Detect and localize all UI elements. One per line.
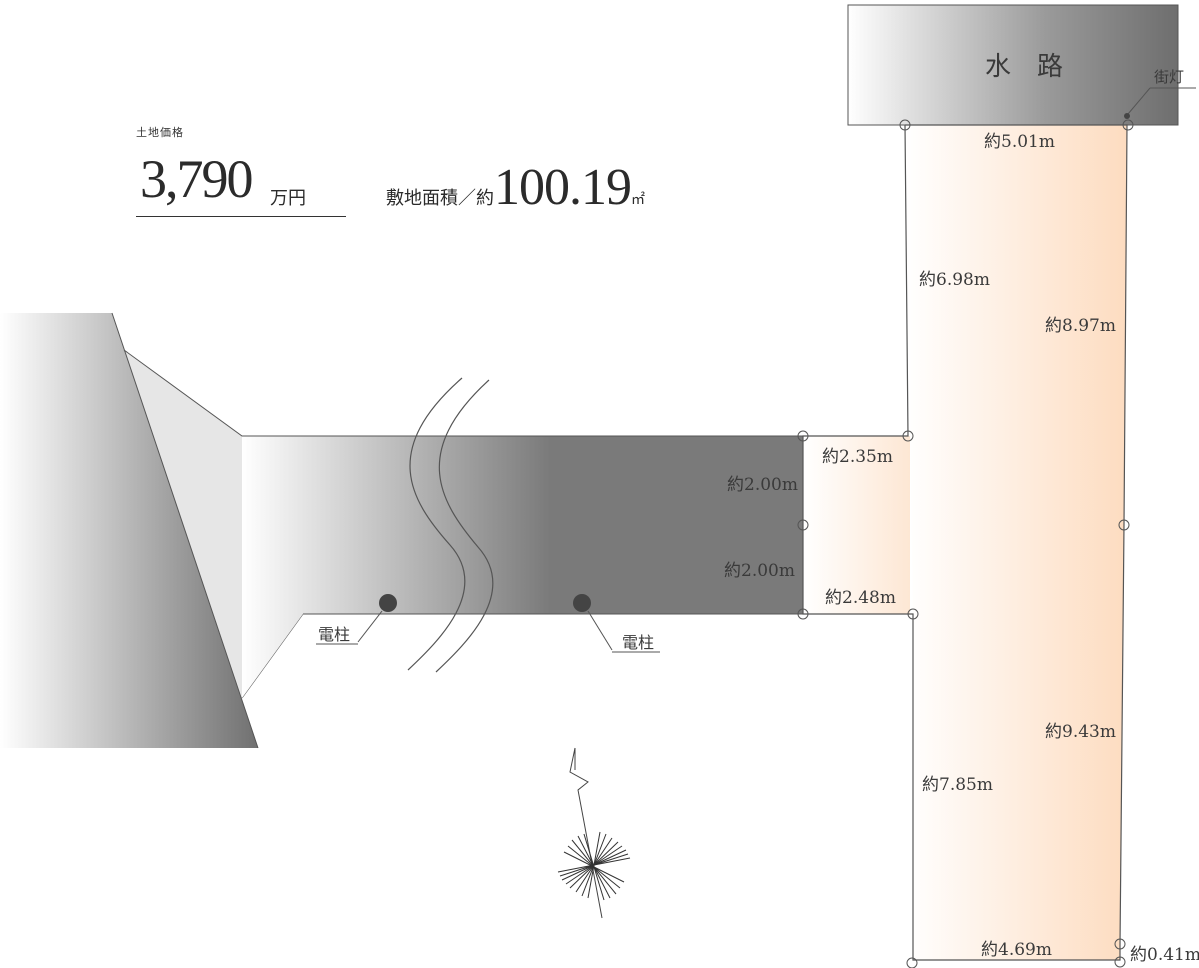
- pole-label: 電柱: [622, 633, 654, 652]
- area-label: 敷地面積／約: [386, 188, 494, 209]
- price-unit: 万円: [270, 188, 306, 209]
- streetlight-dot: [1124, 113, 1130, 119]
- dim-left-lower: 約7.85m: [922, 775, 993, 795]
- waterway-label: 水 路: [985, 52, 1063, 82]
- dim-corner: 約0.41m: [1130, 945, 1199, 965]
- pole-label: 電柱: [318, 625, 350, 644]
- dim-left-upper: 約6.98m: [919, 270, 990, 290]
- land-price: 土地価格 3,790 万円: [136, 124, 346, 217]
- dim-step-lower: 約2.48m: [825, 588, 896, 608]
- area-value: 100.19: [494, 159, 632, 216]
- dim-top: 約5.01m: [984, 132, 1055, 152]
- compass-rose-icon: [557, 831, 631, 901]
- pole-leader: [357, 610, 383, 643]
- dim-road-upper: 約2.00m: [727, 475, 798, 495]
- price-label: 土地価格: [136, 126, 184, 139]
- lot-outline: [802, 124, 1128, 961]
- break-line: [435, 379, 494, 673]
- site-area: 敷地面積／約100.19㎡: [386, 158, 645, 217]
- pole-leader: [587, 610, 613, 651]
- left-road-edge: [111, 312, 259, 749]
- dim-bottom: 約4.69m: [981, 940, 1052, 960]
- price-row: 3,790 万円: [136, 140, 346, 217]
- utility-pole: [573, 594, 591, 612]
- utility-pole: [379, 594, 397, 612]
- dim-step-upper: 約2.35m: [822, 447, 893, 467]
- lot-main: [905, 125, 1127, 960]
- north-arrow-icon: [569, 747, 603, 919]
- boundary-markers: [797, 119, 1134, 968]
- left-road-upper-edge: [123, 349, 803, 437]
- streetlight-label: 街灯: [1154, 68, 1184, 86]
- lot-passage: [803, 436, 910, 614]
- dim-right-lower: 約9.43m: [1045, 722, 1116, 742]
- left-road: [0, 313, 258, 748]
- streetlight-leader: [1127, 87, 1151, 115]
- access-road: [242, 436, 803, 698]
- area-unit: ㎡: [631, 192, 645, 208]
- break-line: [407, 377, 466, 671]
- dim-right-upper: 約8.97m: [1045, 316, 1116, 336]
- price-value: 3,790: [140, 149, 253, 209]
- dim-road-lower: 約2.00m: [724, 561, 795, 581]
- waterway: [847, 4, 1179, 126]
